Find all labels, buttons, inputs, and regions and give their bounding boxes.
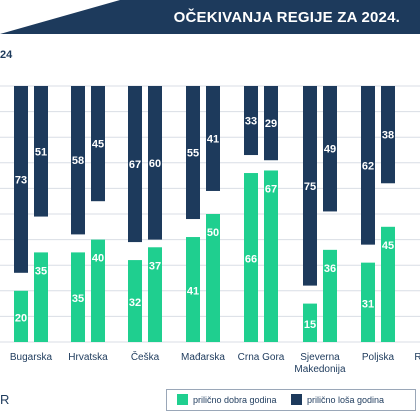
bad-first-bar — [14, 86, 28, 273]
legend-label-good: prilično dobra godina — [193, 394, 277, 405]
category-label: Mađarska — [181, 352, 225, 363]
good-second-bar — [323, 249, 337, 342]
good-second-bar — [381, 226, 395, 342]
bad-second-value-label: 38 — [382, 130, 394, 142]
bad-second-bar — [148, 86, 162, 240]
good-first-value-label: 66 — [245, 254, 257, 266]
bad-first-value-label: 67 — [129, 159, 141, 171]
bad-second-bar — [264, 86, 278, 161]
bad-second-value-label: 45 — [92, 139, 104, 151]
bad-second-value-label: 60 — [149, 158, 161, 170]
bad-second-bar — [206, 86, 220, 191]
good-second-value-label: 35 — [35, 265, 47, 277]
good-second-bar — [264, 170, 278, 342]
good-first-value-label: 35 — [72, 293, 84, 305]
good-second-value-label: 45 — [382, 240, 394, 252]
legend-label-bad: prilično loša godina — [307, 394, 385, 405]
bad-first-value-label: 33 — [245, 116, 257, 128]
legend-item-bad: prilično loša godina — [291, 394, 384, 405]
bad-second-bar — [91, 86, 105, 202]
legend-item-good: prilično dobra godina — [177, 394, 277, 405]
category-label: Crna Gora — [238, 352, 285, 363]
good-first-bar — [71, 252, 85, 342]
good-first-value-label: 15 — [304, 319, 316, 331]
good-first-value-label: 32 — [129, 297, 141, 309]
bad-first-value-label: 75 — [304, 181, 316, 193]
bad-first-bar — [303, 86, 317, 286]
category-label: Poljska — [362, 352, 395, 363]
bad-first-bar — [128, 86, 142, 243]
bad-first-bar — [244, 86, 258, 156]
legend-swatch-bad — [291, 394, 302, 405]
category-label: Makedonija — [294, 364, 346, 375]
chart-header: OČEKIVANJA REGIJE ZA 2024. — [0, 0, 420, 34]
good-first-bar — [14, 290, 28, 342]
chart-title: OČEKIVANJA REGIJE ZA 2024. — [173, 9, 400, 26]
category-label: Češka — [131, 350, 160, 363]
bad-second-bar — [381, 86, 395, 184]
bad-second-value-label: 29 — [265, 118, 277, 130]
bad-second-bar — [34, 86, 48, 217]
category-label: R — [414, 352, 420, 363]
good-first-value-label: 31 — [362, 298, 374, 310]
good-first-value-label: 41 — [187, 286, 199, 298]
category-label: Hrvatska — [68, 352, 108, 363]
good-first-bar — [361, 262, 375, 342]
bad-second-bar — [323, 86, 337, 212]
bad-first-bar — [186, 86, 200, 220]
bad-first-bar — [71, 86, 85, 235]
good-first-bar — [128, 260, 142, 342]
header-corner-cut — [0, 0, 120, 34]
bad-first-value-label: 55 — [187, 148, 199, 160]
good-second-bar — [91, 239, 105, 342]
legend-swatch-good — [177, 394, 188, 405]
good-first-value-label: 20 — [15, 312, 27, 324]
good-second-bar — [206, 214, 220, 342]
good-second-value-label: 40 — [92, 253, 104, 265]
bad-first-value-label: 58 — [72, 155, 84, 167]
category-label: Bugarska — [10, 352, 53, 363]
good-first-bar — [186, 237, 200, 342]
chart-legend: prilično dobra godina prilično loša godi… — [166, 389, 416, 411]
bad-first-value-label: 62 — [362, 160, 374, 172]
category-label: Sjeverna — [300, 352, 340, 363]
good-second-value-label: 36 — [324, 263, 336, 275]
bad-second-value-label: 51 — [35, 146, 47, 158]
good-second-value-label: 67 — [265, 183, 277, 195]
subtitle-fragment: 24 — [0, 49, 13, 61]
bad-second-value-label: 41 — [207, 133, 219, 145]
bad-first-bar — [361, 86, 375, 245]
bad-second-value-label: 49 — [324, 144, 336, 156]
footer-fragment: R — [0, 392, 9, 407]
good-second-bar — [34, 252, 48, 342]
bad-first-value-label: 73 — [15, 174, 27, 186]
good-second-bar — [148, 247, 162, 342]
good-second-value-label: 50 — [207, 227, 219, 239]
good-first-bar — [303, 303, 317, 342]
good-second-value-label: 37 — [149, 260, 161, 272]
good-first-bar — [244, 173, 258, 342]
